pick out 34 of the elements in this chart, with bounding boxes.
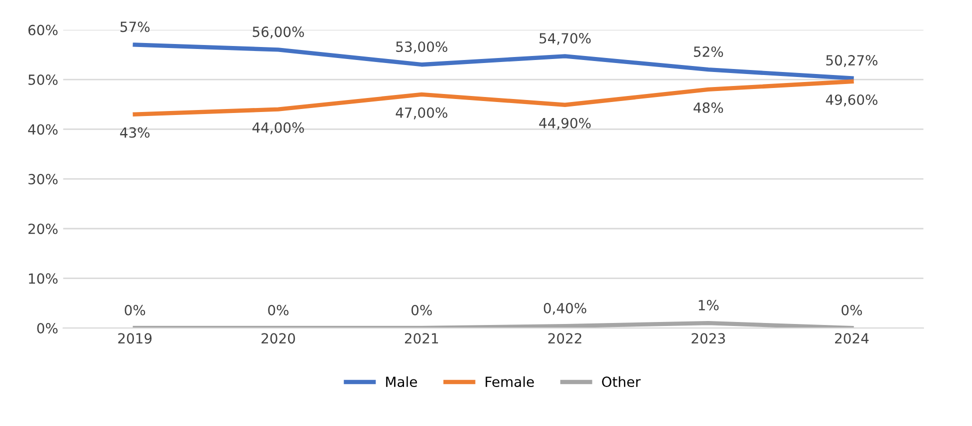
data-label: 44,00% <box>252 122 304 134</box>
x-tick-label: 2019 <box>118 333 152 344</box>
x-tick-label: 2024 <box>835 333 869 344</box>
data-label: 0% <box>268 304 288 316</box>
data-label: 1% <box>698 300 719 310</box>
y-tick-label: 0% <box>37 322 58 334</box>
data-label: 52% <box>694 46 724 57</box>
data-label: 56,00% <box>252 26 304 38</box>
data-label: 0% <box>412 304 432 316</box>
legend-label: Other <box>602 376 641 388</box>
x-tick-label: 2023 <box>692 333 725 344</box>
legend-label: Male <box>386 376 417 388</box>
x-tick-label: 2020 <box>262 333 295 344</box>
legend-label: Female <box>486 376 534 388</box>
data-label: 48% <box>694 102 724 113</box>
y-tick-label: 20% <box>28 224 58 234</box>
data-label: 44,90% <box>539 118 591 130</box>
y-tick-label: 10% <box>28 273 58 284</box>
y-tick-label: 50% <box>28 74 58 85</box>
data-label: 0,40% <box>544 302 586 315</box>
data-label: 54,70% <box>540 33 591 45</box>
data-label: 0% <box>124 304 146 316</box>
data-label: 57% <box>120 22 150 32</box>
y-tick-label: 60% <box>28 24 58 36</box>
x-tick-label: 2021 <box>404 333 438 344</box>
data-label: 47,00% <box>396 107 448 120</box>
data-label: 49,60% <box>826 94 878 106</box>
x-tick-label: 2022 <box>548 333 582 344</box>
data-label: 50,27% <box>826 55 878 67</box>
y-tick-label: 30% <box>28 174 58 184</box>
data-label: 53,00% <box>396 41 448 54</box>
data-label: 0% <box>842 304 862 316</box>
data-label: 43% <box>120 127 150 138</box>
y-tick-label: 40% <box>28 124 58 135</box>
